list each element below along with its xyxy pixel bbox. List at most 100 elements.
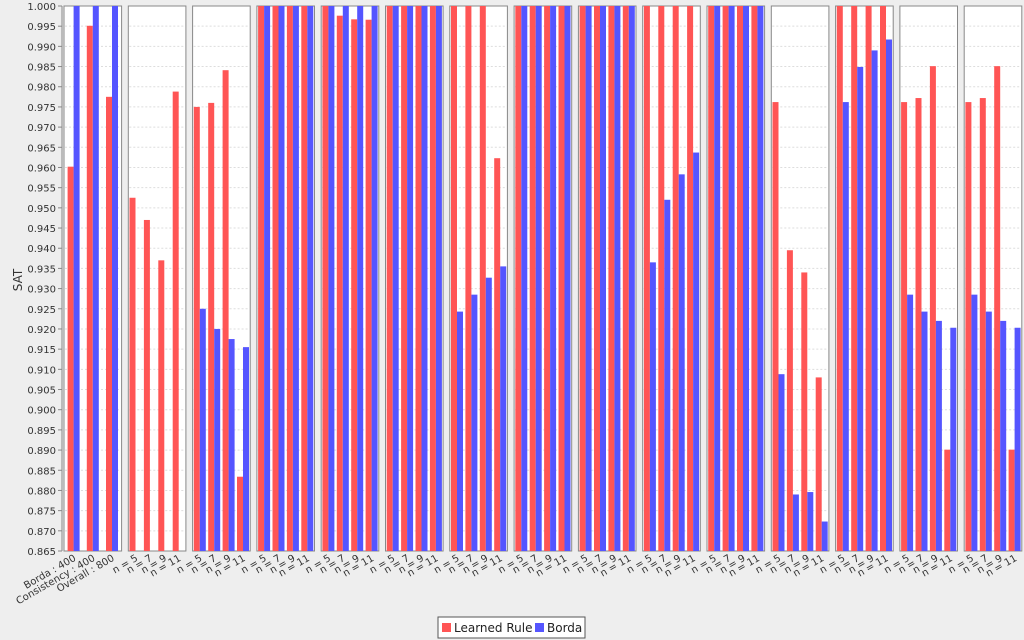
y-tick-label: 0.945 (27, 224, 56, 235)
x-tick-label: n = 11 (984, 553, 1019, 579)
bar-learned-rule (901, 102, 908, 551)
y-tick-label: 0.995 (27, 22, 56, 33)
bar-learned-rule (687, 6, 694, 551)
chart-panel: n = 5n = 7n = 9n = 11 (175, 5, 251, 580)
bar-learned-rule (622, 6, 629, 551)
bar-borda (950, 327, 957, 551)
bar-learned-rule (979, 98, 986, 552)
bar-borda (778, 374, 785, 551)
bar-borda (264, 6, 271, 551)
y-tick-label: 0.970 (27, 123, 56, 134)
bar-borda (435, 6, 442, 551)
legend: Learned Rule Borda (437, 616, 586, 639)
bar-borda (328, 6, 335, 551)
bar-learned-rule (643, 6, 650, 551)
bar-borda (471, 294, 478, 551)
bar-learned-rule (479, 6, 486, 551)
bar-learned-rule (172, 91, 179, 552)
chart-panel: n = 5n = 7n = 9n = 11 (625, 5, 701, 580)
bar-learned-rule (336, 15, 343, 551)
bar-borda (743, 6, 749, 551)
bar-learned-rule (880, 6, 886, 551)
bar-borda (921, 311, 928, 551)
bar-learned-rule (351, 19, 358, 552)
bar-borda (971, 294, 978, 551)
y-tick-label: 0.920 (27, 325, 56, 336)
bar-borda (886, 39, 892, 551)
bar-learned-rule (851, 6, 858, 551)
bar-learned-rule (737, 6, 743, 551)
bar-borda (357, 6, 364, 551)
chart-panel: n = 5n = 7n = 9n = 11 (111, 5, 187, 580)
chart-panel: n = 5n = 7n = 9n = 11 (368, 5, 444, 580)
legend-swatch-borda (535, 623, 544, 632)
y-tick-label: 0.905 (27, 386, 56, 397)
bar-borda (792, 494, 799, 551)
chart-panel: n = 5n = 7n = 9n = 11 (304, 5, 380, 580)
bar-borda (649, 262, 656, 551)
bar-learned-rule (129, 197, 136, 551)
y-axis-label: SAT (11, 268, 25, 291)
bar-borda (842, 102, 849, 551)
bar-learned-rule (193, 106, 200, 551)
bar-learned-rule (672, 6, 679, 551)
bar-learned-rule (579, 6, 586, 551)
bar-borda (421, 6, 428, 551)
bar-borda (714, 6, 721, 551)
bar-learned-rule (106, 96, 112, 551)
bar-borda (307, 6, 314, 551)
bar-learned-rule (772, 102, 779, 551)
bar-borda (600, 6, 606, 551)
legend-box (437, 616, 586, 639)
y-tick-label: 0.885 (27, 466, 56, 477)
bar-learned-rule (143, 219, 150, 552)
bar-borda (935, 320, 942, 551)
bar-learned-rule (451, 6, 457, 551)
chart-panel: n = 5n = 7n = 9n = 11 (432, 5, 508, 580)
bar-learned-rule (272, 6, 279, 551)
bar-learned-rule (708, 6, 715, 551)
chart-panel: n = 5n = 7n = 9n = 11 (239, 5, 315, 580)
bar-borda (457, 311, 463, 551)
bar-borda (371, 6, 378, 551)
bar-borda (112, 6, 118, 551)
bar-borda (214, 328, 221, 551)
bar-borda (535, 6, 542, 551)
bar-learned-rule (786, 250, 793, 552)
bar-borda (278, 6, 285, 551)
bar-learned-rule (237, 476, 243, 551)
bar-borda (907, 294, 914, 551)
y-tick-label: 0.895 (27, 426, 56, 437)
bar-borda (807, 492, 814, 551)
bar-learned-rule (815, 377, 822, 551)
y-tick-label: 0.910 (27, 365, 56, 376)
y-tick-label: 0.990 (27, 42, 56, 53)
bar-borda (757, 6, 764, 551)
bar-borda (678, 174, 685, 551)
bar-learned-rule (286, 6, 293, 551)
bar-borda (871, 50, 878, 551)
bar-borda (857, 66, 864, 551)
bar-borda (1014, 327, 1021, 551)
y-tick-label: 0.935 (27, 264, 56, 275)
bar-borda (614, 6, 621, 551)
legend-label-learned-rule: Learned Rule (454, 621, 532, 635)
bar-learned-rule (1008, 449, 1015, 551)
chart-panel: n = 5n = 7n = 9n = 11 (882, 5, 959, 580)
bar-learned-rule (258, 6, 265, 551)
bar-borda (693, 152, 700, 552)
bar-learned-rule (494, 158, 501, 551)
bar-borda (73, 6, 80, 551)
bar-learned-rule (722, 6, 729, 551)
bar-learned-rule (608, 6, 615, 551)
y-tick-label: 0.915 (27, 345, 56, 356)
y-axis: 0.865 0.870 0.875 0.880 0.885 0.890 0.895 0.900… (27, 2, 63, 558)
bar-learned-rule (515, 6, 522, 551)
bar-borda (199, 308, 206, 551)
bar-learned-rule (558, 6, 565, 551)
y-tick-label: 0.865 (27, 547, 56, 558)
bar-borda (728, 6, 735, 551)
y-tick-label: 1.000 (27, 2, 56, 13)
